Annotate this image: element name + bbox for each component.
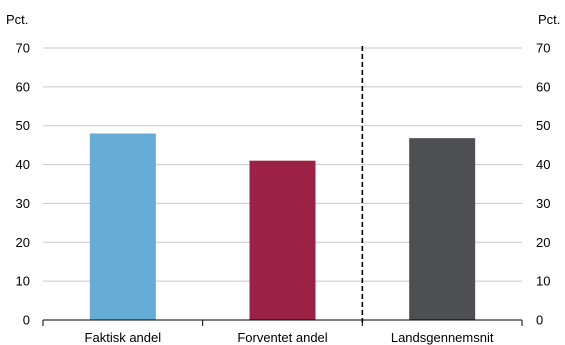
category-label: Forventet andel	[237, 330, 327, 345]
y-right-tick-label: 10	[536, 274, 550, 289]
y-right-tick-label: 70	[536, 41, 550, 56]
bar-landsgennemsnit	[409, 138, 476, 320]
category-labels: Faktisk andel Forventet andel Landsgennems…	[85, 330, 494, 345]
y-left-tick-label: 50	[16, 118, 30, 133]
y-left-tick-label: 60	[16, 79, 30, 94]
y-axis-right-labels: 0 10 20 30 40 50 60 70	[536, 41, 550, 328]
bars	[89, 133, 476, 320]
y-left-tick-label: 40	[16, 157, 30, 172]
x-axis-ticks	[42, 320, 523, 326]
y-axis-left-unit: Pct.	[6, 12, 28, 27]
y-left-tick-label: 10	[16, 274, 30, 289]
bar-faktisk-andel	[89, 133, 156, 320]
y-right-tick-label: 50	[536, 118, 550, 133]
y-left-tick-label: 30	[16, 196, 30, 211]
y-right-tick-label: 30	[536, 196, 550, 211]
y-axis-right-unit: Pct.	[538, 12, 560, 27]
y-left-tick-label: 70	[16, 41, 30, 56]
y-axis-left-labels: 0 10 20 30 40 50 60 70	[16, 41, 30, 328]
y-left-tick-label: 0	[23, 313, 30, 328]
y-right-tick-label: 0	[536, 313, 543, 328]
y-right-tick-label: 60	[536, 79, 550, 94]
y-right-tick-label: 40	[536, 157, 550, 172]
y-left-tick-label: 20	[16, 235, 30, 250]
category-label: Faktisk andel	[85, 330, 162, 345]
y-right-tick-label: 20	[536, 235, 550, 250]
category-label: Landsgennemsnit	[391, 330, 494, 345]
bar-forventet-andel	[249, 160, 316, 320]
